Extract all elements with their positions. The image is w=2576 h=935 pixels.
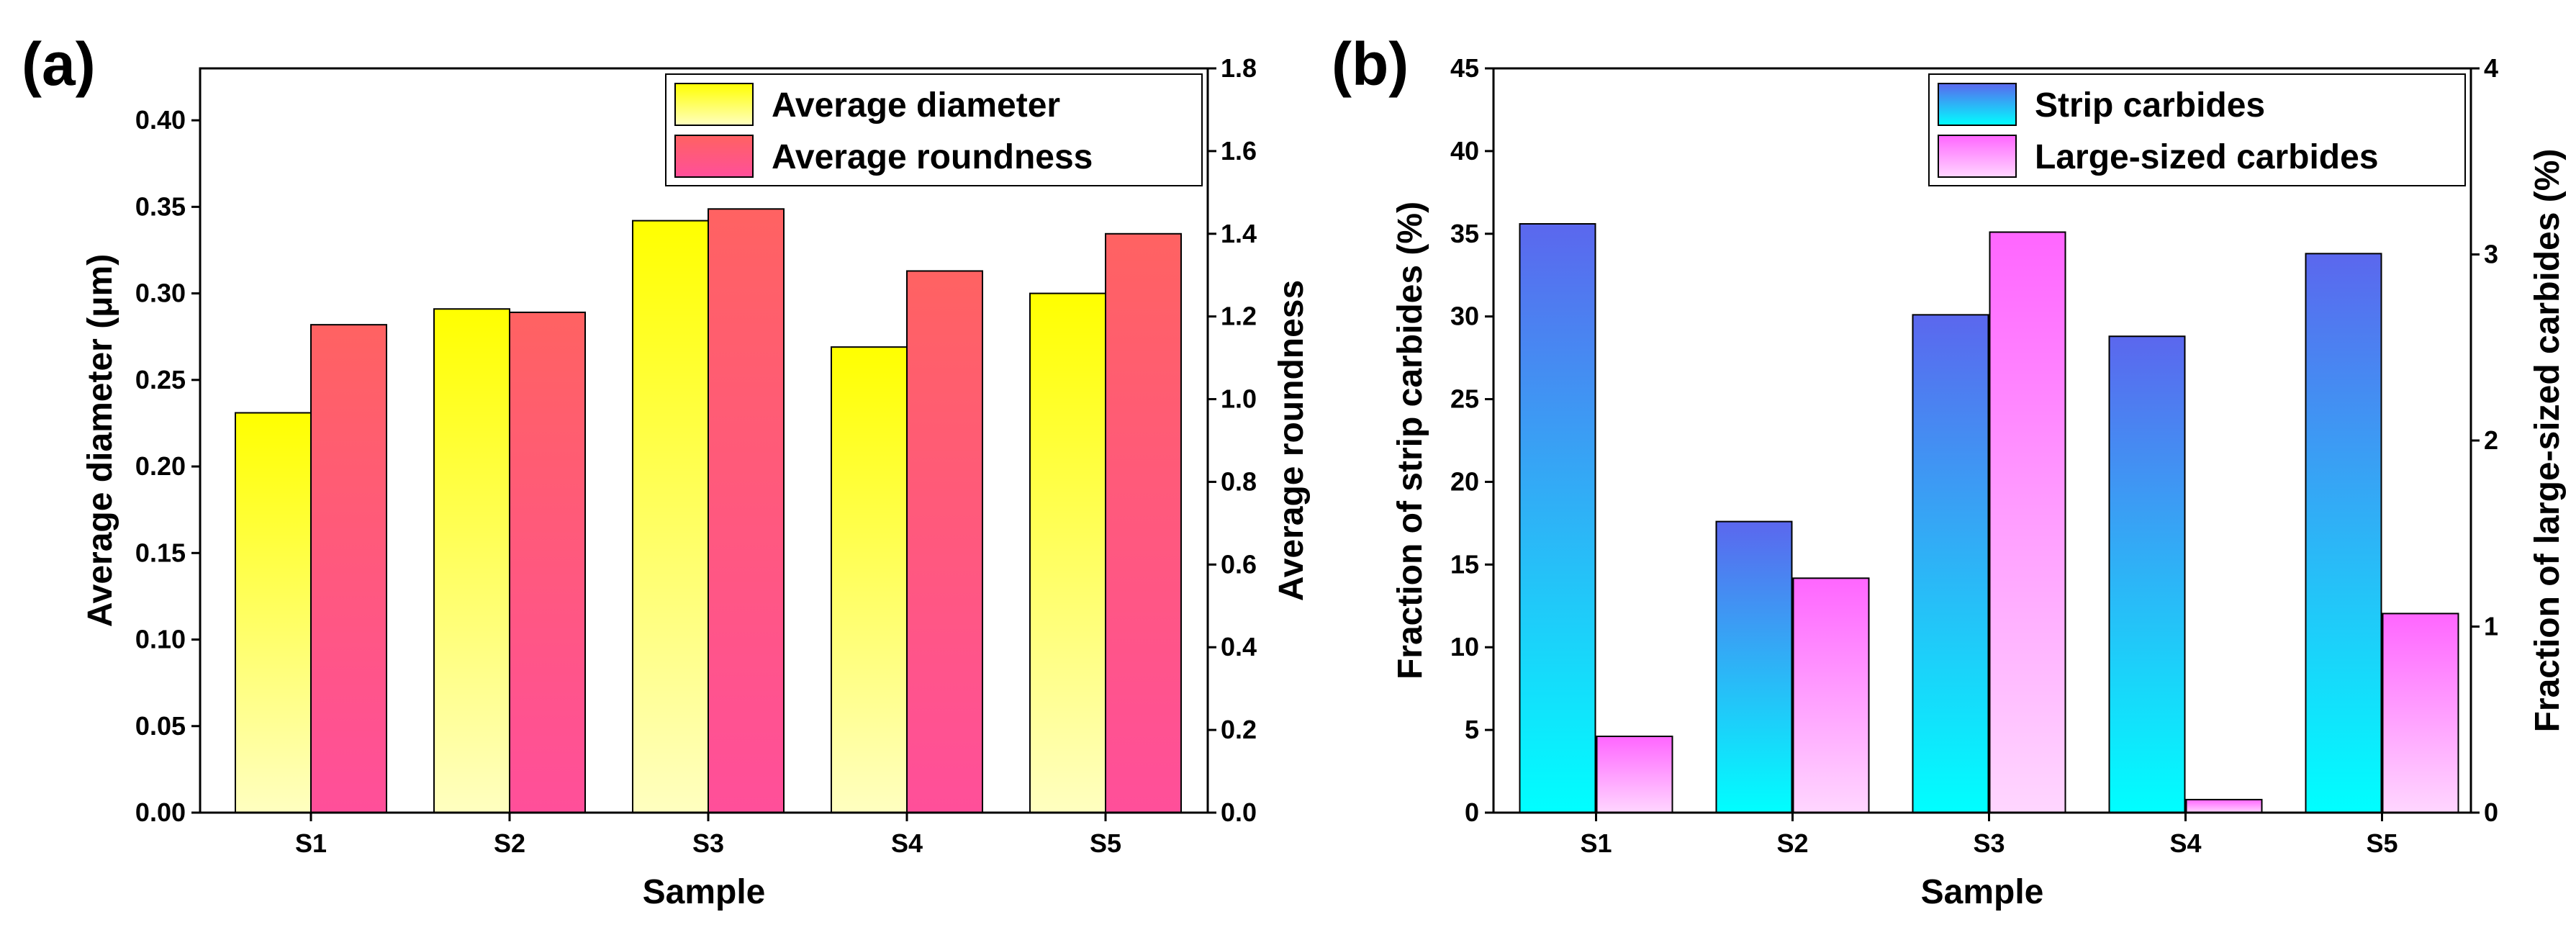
panel-b-right-axis-title: Fraction of large-sized carbides (%) — [2528, 149, 2567, 733]
left-axis-tick-label: 0.40 — [135, 105, 186, 135]
x-axis-tick-label-s2: S2 — [494, 828, 525, 858]
panel-b-legend-label-large: Large-sized carbides — [2035, 138, 2379, 176]
bar-left-series-s2 — [433, 308, 510, 813]
panel-a-right-axis-title: Average roundness — [1273, 280, 1311, 601]
left-axis-tick-label: 0.20 — [135, 451, 186, 481]
bar-right-series-s3 — [1989, 231, 2066, 814]
panel-a-bars — [235, 208, 1182, 813]
panel-a-label: (a) — [22, 30, 96, 98]
x-axis-tick-label-s5: S5 — [2366, 828, 2398, 858]
left-axis-tick-label: 20 — [1450, 466, 1479, 496]
right-axis-tick-label: 1.4 — [1221, 219, 1257, 248]
panel-a-legend: Average diameter Average roundness — [665, 73, 1203, 186]
x-axis-tick-label-s3: S3 — [692, 828, 724, 858]
panel-a-right-axis: 0.0 0.2 0.4 0.6 0.8 1.0 1.2 1.4 1.6 1.8 — [1208, 53, 1257, 827]
panel-a-legend-swatch-roundness — [674, 135, 754, 178]
bar-left-series-s2 — [1715, 520, 1793, 813]
left-axis-tick-label: 30 — [1450, 302, 1479, 331]
x-axis-tick-label-s5: S5 — [1090, 828, 1121, 858]
x-axis-tick-label-s4: S4 — [2169, 828, 2201, 858]
left-axis-tick-label: 45 — [1450, 53, 1479, 83]
right-axis-tick-label: 1 — [2484, 612, 2498, 641]
left-axis-tick-label: 0.15 — [135, 538, 186, 567]
left-axis-tick-label: 0.10 — [135, 625, 186, 654]
panel-b-legend: Strip carbides Large-sized carbides — [1928, 73, 2466, 186]
panel-b-left-axis-title: Fraction of strip carbides (%) — [1391, 202, 1429, 679]
left-axis-tick-label: 0.05 — [135, 711, 186, 741]
left-axis-tick-label: 35 — [1450, 219, 1479, 248]
panel-b-right-axis: 0 1 2 3 4 — [2471, 53, 2498, 827]
right-axis-tick-label: 0.2 — [1221, 715, 1257, 744]
left-axis-tick-label: 10 — [1450, 632, 1479, 661]
bar-right-series-s2 — [509, 311, 586, 813]
left-axis-tick-label: 0.35 — [135, 191, 186, 221]
panel-b-label: (b) — [1332, 30, 1409, 98]
left-axis-tick-label: 5 — [1465, 715, 1479, 744]
panel-a-left-axis: 0.00 0.05 0.10 0.15 0.20 0.25 0.30 0.35 0.40 — [135, 105, 200, 827]
right-axis-tick-label: 0.8 — [1221, 466, 1257, 496]
left-axis-tick-label: 0.25 — [135, 365, 186, 394]
bar-right-series-s5 — [1105, 232, 1182, 813]
right-axis-tick-label: 3 — [2484, 240, 2498, 269]
bar-right-series-s5 — [2382, 613, 2459, 814]
panel-a-x-axis-title: Sample — [643, 873, 766, 911]
left-axis-tick-label: 0 — [1465, 798, 1479, 827]
right-axis-tick-label: 1.8 — [1221, 53, 1257, 83]
right-axis-tick-label: 0 — [2484, 798, 2498, 827]
right-axis-tick-label: 2 — [2484, 425, 2498, 455]
right-axis-tick-label: 0.6 — [1221, 549, 1257, 579]
panel-b-legend-swatch-large — [1938, 135, 2017, 178]
right-axis-tick-label: 0.0 — [1221, 798, 1257, 827]
left-axis-tick-label: 0.00 — [135, 798, 186, 827]
bar-right-series-s4 — [906, 270, 983, 813]
right-axis-tick-label: 1.0 — [1221, 384, 1257, 414]
bar-right-series-s1 — [310, 324, 387, 813]
right-axis-tick-label: 4 — [2484, 53, 2498, 83]
bar-right-series-s2 — [1792, 577, 1870, 813]
panel-a-legend-swatch-diameter — [674, 83, 754, 126]
bar-left-series-s1 — [1519, 222, 1596, 814]
x-axis-tick-label-s1: S1 — [295, 828, 327, 858]
left-axis-tick-label: 15 — [1450, 549, 1479, 579]
bar-left-series-s4 — [831, 346, 908, 813]
panel-b-legend-swatch-strip — [1938, 83, 2017, 126]
panel-b-x-axis-title: Sample — [1921, 873, 2044, 911]
panel-a-x-axis: S1 S2 S3 S4 S5 — [295, 813, 1121, 858]
bar-left-series-s3 — [632, 220, 709, 813]
panel-a-left-axis-title: Average diameter (μm) — [81, 254, 119, 627]
bar-right-series-s3 — [708, 208, 785, 813]
x-axis-tick-label-s3: S3 — [1973, 828, 2005, 858]
panel-b-legend-label-strip: Strip carbides — [2035, 86, 2265, 125]
bar-left-series-s1 — [235, 412, 312, 813]
left-axis-tick-label: 25 — [1450, 384, 1479, 414]
panel-b-legend-box — [1928, 73, 2466, 186]
chart-panel-a: (a) 0.000.050.100.150.200.250.300.350.40… — [22, 30, 1311, 911]
panel-b-bars — [1519, 222, 2459, 814]
x-axis-tick-label-s1: S1 — [1580, 828, 1612, 858]
right-axis-tick-label: 1.6 — [1221, 136, 1257, 166]
panel-a-legend-label-diameter: Average diameter — [772, 86, 1060, 125]
panel-a-legend-box — [665, 73, 1203, 186]
left-axis-tick-label: 40 — [1450, 136, 1479, 166]
right-axis-tick-label: 0.4 — [1221, 632, 1257, 661]
x-axis-tick-label-s2: S2 — [1776, 828, 1808, 858]
panel-b-left-axis: 0 5 10 15 20 25 30 35 40 45 — [1450, 53, 1493, 827]
x-axis-tick-label-s4: S4 — [891, 828, 923, 858]
bar-left-series-s5 — [1029, 292, 1106, 813]
panel-b-x-axis: S1 S2 S3 S4 S5 — [1580, 813, 2398, 858]
bar-right-series-s1 — [1596, 736, 1673, 814]
bar-left-series-s3 — [1912, 314, 1989, 813]
bar-right-series-s4 — [2185, 798, 2263, 814]
panel-a-legend-label-roundness: Average roundness — [772, 138, 1093, 176]
left-axis-tick-label: 0.30 — [135, 279, 186, 308]
panel-a-plot-frame — [199, 67, 1209, 814]
bar-left-series-s5 — [2305, 253, 2382, 813]
right-axis-tick-label: 1.2 — [1221, 302, 1257, 331]
bar-left-series-s4 — [2108, 335, 2186, 813]
